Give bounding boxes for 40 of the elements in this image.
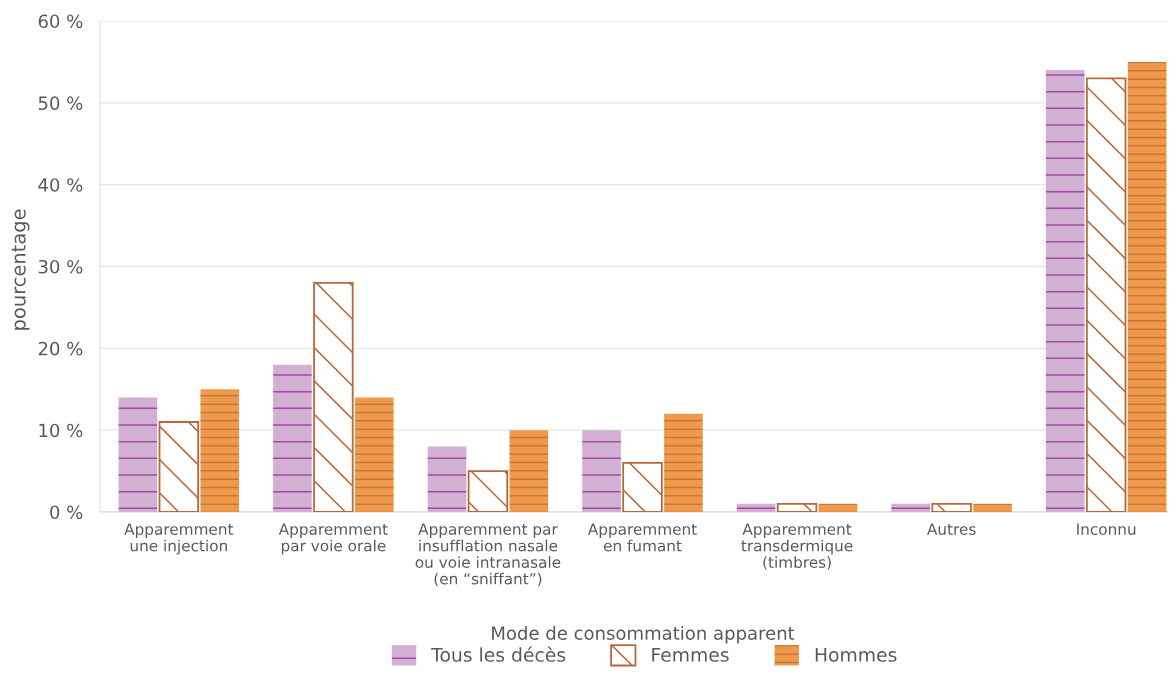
bar — [973, 503, 1012, 512]
legend-label: Hommes — [815, 647, 897, 662]
y-tick-label: 20 % — [38, 341, 83, 356]
bar — [355, 397, 394, 512]
x-tick-label: Autres — [927, 523, 976, 535]
legend-label: Tous les décès — [431, 646, 566, 662]
x-tick-label: Inconnu — [1077, 523, 1136, 535]
bar — [664, 413, 703, 512]
bar — [818, 503, 858, 512]
bar — [313, 281, 354, 512]
bar — [582, 430, 621, 512]
x-tick-label: Apparemment transdermique (timbres) — [741, 523, 853, 570]
x-tick-label: Apparemment en fumant — [587, 523, 697, 552]
x-tick-label: Apparemment une injection — [124, 523, 234, 555]
bar — [1127, 61, 1167, 512]
bar — [158, 421, 200, 512]
y-axis-title: pourcentage — [11, 209, 30, 330]
bar — [736, 503, 776, 512]
bar — [931, 502, 972, 512]
bar — [509, 430, 549, 512]
bar — [1085, 77, 1127, 512]
bar — [622, 461, 663, 512]
bar — [467, 470, 509, 512]
bar — [891, 503, 930, 512]
y-tick-label: 30 % — [38, 259, 83, 274]
bar — [200, 389, 240, 512]
x-tick-label: Apparemment par insufflation nasale ou voie intranasale (en “sniffant”) — [415, 523, 561, 587]
y-tick-label: 40 % — [38, 178, 83, 192]
legend-label: Femmes — [652, 647, 729, 662]
bar — [118, 397, 158, 512]
bar — [273, 364, 312, 512]
y-tick-label: 60 % — [38, 14, 83, 29]
x-tick-label: Apparemment par voie orale — [278, 523, 388, 555]
bar — [1045, 70, 1085, 512]
bar — [776, 502, 818, 512]
y-tick-label: 10 % — [39, 423, 83, 438]
y-tick-label: 50 % — [38, 96, 83, 110]
y-tick-label: 0 % — [50, 505, 83, 520]
bar — [427, 446, 467, 512]
x-axis-title: Mode de consommation apparent — [492, 625, 795, 644]
